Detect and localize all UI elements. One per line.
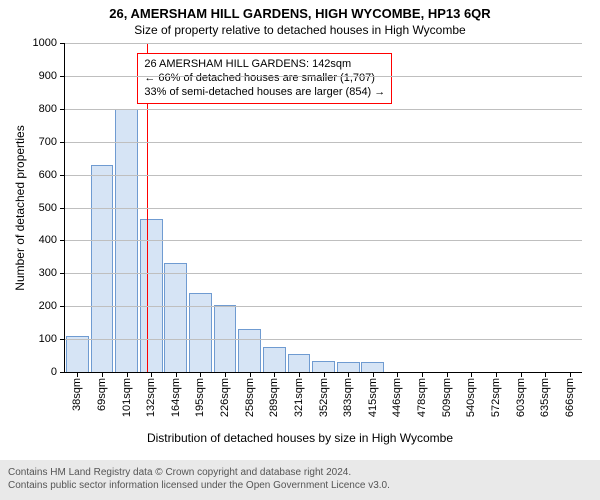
y-tick-label: 100 (39, 333, 57, 345)
bar (312, 361, 335, 373)
x-tick-mark (397, 372, 398, 377)
footer-line2: Contains public sector information licen… (8, 479, 592, 492)
plot-region: 38sqm69sqm101sqm132sqm164sqm195sqm226sqm… (64, 43, 582, 373)
chart-area: Number of detached properties 38sqm69sqm… (64, 43, 582, 373)
annotation-line: 26 AMERSHAM HILL GARDENS: 142sqm (144, 57, 385, 71)
x-tick-mark (570, 372, 571, 377)
x-tick-mark (176, 372, 177, 377)
x-tick-mark (545, 372, 546, 377)
x-tick-label: 164sqm (170, 378, 182, 417)
x-tick-label: 572sqm (490, 378, 502, 417)
bar (361, 362, 384, 372)
x-tick-label: 132sqm (145, 378, 157, 417)
x-tick-label: 352sqm (318, 378, 330, 417)
y-tick-mark (60, 339, 65, 340)
y-tick-label: 600 (39, 169, 57, 181)
x-axis-label: Distribution of detached houses by size … (8, 431, 592, 445)
x-tick-mark (324, 372, 325, 377)
x-tick-mark (496, 372, 497, 377)
footer: Contains HM Land Registry data © Crown c… (0, 460, 600, 500)
y-tick-mark (60, 142, 65, 143)
y-tick-label: 200 (39, 300, 57, 312)
bar (189, 293, 212, 372)
y-tick-label: 0 (51, 366, 57, 378)
y-tick-mark (60, 372, 65, 373)
x-tick-label: 635sqm (539, 378, 551, 417)
x-tick-label: 603sqm (515, 378, 527, 417)
x-tick-mark (102, 372, 103, 377)
x-tick-label: 289sqm (268, 378, 280, 417)
y-tick-label: 900 (39, 70, 57, 82)
x-tick-label: 666sqm (564, 378, 576, 417)
y-tick-mark (60, 208, 65, 209)
gridline (65, 175, 582, 176)
x-tick-label: 540sqm (465, 378, 477, 417)
x-tick-mark (225, 372, 226, 377)
gridline (65, 43, 582, 44)
bar (288, 354, 311, 372)
x-tick-label: 478sqm (416, 378, 428, 417)
y-tick-mark (60, 306, 65, 307)
x-tick-label: 258sqm (244, 378, 256, 417)
y-tick-mark (60, 240, 65, 241)
bar (91, 165, 114, 372)
gridline (65, 273, 582, 274)
x-tick-label: 321sqm (293, 378, 305, 417)
x-tick-label: 195sqm (194, 378, 206, 417)
gridline (65, 208, 582, 209)
y-tick-mark (60, 109, 65, 110)
y-axis-label: Number of detached properties (13, 125, 27, 290)
gridline (65, 240, 582, 241)
y-tick-label: 1000 (33, 37, 57, 49)
x-tick-mark (77, 372, 78, 377)
y-tick-label: 400 (39, 234, 57, 246)
gridline (65, 339, 582, 340)
x-tick-label: 415sqm (367, 378, 379, 417)
x-tick-mark (274, 372, 275, 377)
y-tick-mark (60, 273, 65, 274)
bar (140, 219, 163, 372)
x-tick-mark (200, 372, 201, 377)
y-tick-label: 700 (39, 136, 57, 148)
x-tick-label: 69sqm (96, 378, 108, 411)
x-tick-label: 226sqm (219, 378, 231, 417)
x-tick-mark (422, 372, 423, 377)
bar (66, 336, 89, 372)
x-tick-mark (127, 372, 128, 377)
x-tick-mark (250, 372, 251, 377)
x-tick-mark (447, 372, 448, 377)
x-tick-label: 383sqm (342, 378, 354, 417)
y-tick-mark (60, 76, 65, 77)
gridline (65, 142, 582, 143)
x-tick-mark (348, 372, 349, 377)
chart-title-line2: Size of property relative to detached ho… (8, 23, 592, 37)
gridline (65, 76, 582, 77)
x-tick-label: 101sqm (121, 378, 133, 417)
y-tick-label: 500 (39, 202, 57, 214)
annotation-line: ← 66% of detached houses are smaller (1,… (144, 71, 385, 85)
x-tick-label: 509sqm (441, 378, 453, 417)
chart-title-line1: 26, AMERSHAM HILL GARDENS, HIGH WYCOMBE,… (8, 6, 592, 21)
annotation-line: 33% of semi-detached houses are larger (… (144, 85, 385, 99)
x-tick-mark (471, 372, 472, 377)
x-tick-mark (299, 372, 300, 377)
gridline (65, 109, 582, 110)
annotation-box: 26 AMERSHAM HILL GARDENS: 142sqm← 66% of… (137, 53, 392, 104)
x-tick-label: 446sqm (391, 378, 403, 417)
footer-line1: Contains HM Land Registry data © Crown c… (8, 466, 592, 479)
y-tick-mark (60, 175, 65, 176)
y-tick-label: 800 (39, 103, 57, 115)
bar (238, 329, 261, 372)
x-tick-mark (521, 372, 522, 377)
x-tick-mark (373, 372, 374, 377)
gridline (65, 306, 582, 307)
bar (337, 362, 360, 372)
bar (164, 263, 187, 372)
x-tick-label: 38sqm (71, 378, 83, 411)
y-tick-label: 300 (39, 267, 57, 279)
bar (263, 347, 286, 372)
y-tick-mark (60, 43, 65, 44)
x-tick-mark (151, 372, 152, 377)
